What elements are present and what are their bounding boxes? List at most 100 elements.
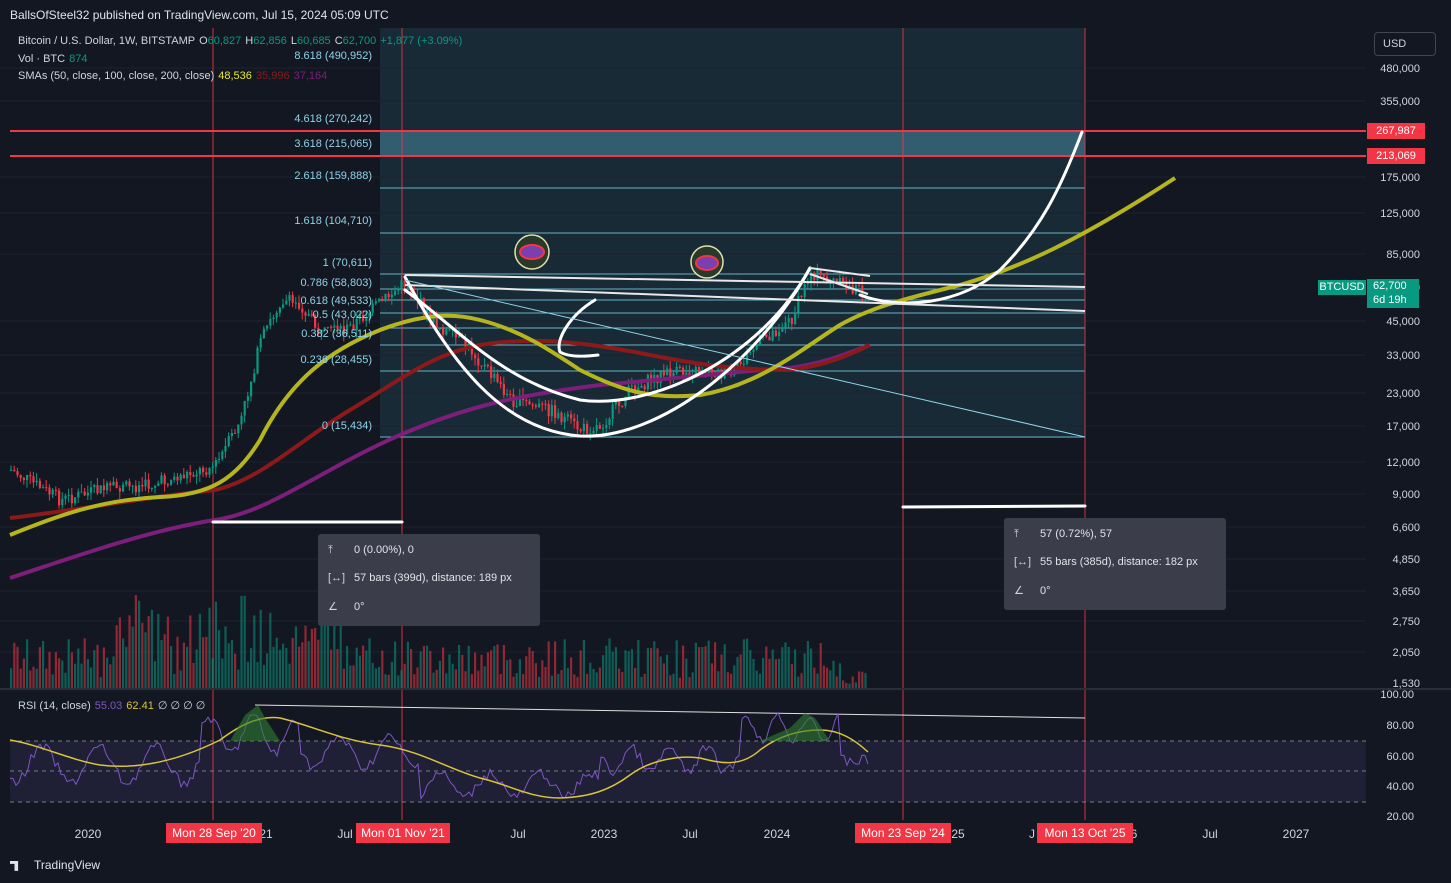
price-axis-label: 2,050	[1392, 647, 1420, 659]
low-value: 60,685	[297, 35, 331, 47]
volume-label: Vol · BTC	[18, 53, 66, 65]
low-label: L	[290, 35, 298, 47]
current-price: 62,700	[1373, 280, 1407, 292]
fib-level-label: 0.786 (58,803)	[300, 277, 372, 289]
legend-symbol-row[interactable]: Bitcoin / U.S. Dollar, 1W, BITSTAMP O60,8…	[18, 35, 466, 47]
fib-level-label: 0.5 (43,022)	[313, 309, 372, 321]
currency-button[interactable]: USD	[1374, 32, 1436, 56]
symbol-tag: BTCUSD	[1318, 280, 1366, 295]
tradingview-logo-text: TradingView	[34, 858, 101, 872]
tooltip-bars-range: 55 bars (385d), distance: 182 px	[1040, 556, 1198, 568]
circle-markers	[514, 234, 724, 279]
price-axis-label: 1,530	[1392, 678, 1420, 690]
price-axis-label: 355,000	[1380, 96, 1420, 108]
time-marker-3: Mon 23 Sep '24	[855, 823, 951, 843]
rsi-line	[9, 711, 869, 800]
fib-level-label: 8.618 (490,952)	[294, 50, 372, 62]
time-marker-4: Mon 13 Oct '25	[1037, 823, 1133, 843]
tooltip-angle: 0°	[1040, 585, 1051, 597]
published-info: BallsOfSteel32 published on TradingView.…	[10, 8, 389, 22]
trend-drawings[interactable]	[211, 130, 1087, 524]
price-axis-label: 3,650	[1392, 586, 1420, 598]
bars-range-icon: [↔]	[1014, 556, 1032, 568]
price-candles	[10, 263, 867, 510]
rsi-ma-line	[9, 716, 869, 799]
fib-level-label: 3.618 (215,065)	[294, 138, 372, 150]
fib-level-label: 4.618 (270,242)	[294, 113, 372, 125]
tooltip-bars-row: [↔] 57 bars (399d), distance: 189 px	[328, 572, 512, 584]
fib-level-label: 1.618 (104,710)	[294, 215, 372, 227]
time-axis-label: Jul	[510, 827, 525, 841]
time-axis[interactable]: 2020 21 Jul Jul 2023 Jul 2024 25 J 6 Jul 2027	[75, 827, 1310, 841]
price-axis-label: 23,000	[1386, 388, 1420, 400]
price-axis-label: 125,000	[1380, 208, 1420, 220]
tooltip-price-range-row: ⤒ 57 (0.72%), 57	[1014, 528, 1112, 541]
time-axis-label: Jul	[682, 827, 697, 841]
measure-tooltip-right[interactable]: ⤒ 57 (0.72%), 57 [↔] 55 bars (385d), dista…	[1004, 518, 1226, 610]
time-axis-label: 2024	[764, 827, 791, 841]
change-value: +1,877 (+3.09%)	[380, 35, 463, 47]
fib-level-label: 2.618 (159,888)	[294, 170, 372, 182]
sma200-value: 37,164	[293, 70, 328, 82]
sma-label: SMAs (50, close, 100, close, 200, close)	[18, 70, 215, 82]
price-axis-label: 85,000	[1386, 249, 1420, 261]
fib-level-label: 0.618 (49,533)	[300, 295, 372, 307]
time-marker-1: Mon 28 Sep '20	[166, 823, 262, 843]
tooltip-angle-row: ∠ 0°	[328, 600, 365, 613]
fib-labels: 8.618 (490,952) 4.618 (270,242) 3.618 (215…	[294, 50, 372, 432]
fib-level-label: 0.236 (28,455)	[300, 354, 372, 366]
open-value: 60,827	[207, 35, 242, 47]
price-axis-label: 9,000	[1392, 489, 1420, 501]
angle-icon: ∠	[1014, 585, 1024, 597]
price-axis-label: 45,000	[1386, 316, 1420, 328]
rsi-label: RSI (14, close)	[18, 700, 91, 712]
legend-volume-row[interactable]: Vol · BTC 874	[18, 53, 91, 65]
sma100-value: 35,996	[255, 70, 290, 82]
price-axis-label: 12,000	[1386, 457, 1420, 469]
close-label: C	[334, 35, 343, 47]
sma50-line	[9, 176, 1177, 537]
legend-rsi-row[interactable]: RSI (14, close) 55.03 62.41 ∅ ∅ ∅ ∅	[18, 699, 209, 712]
close-value: 62,700	[342, 35, 377, 47]
price-axis[interactable]: 480,000355,000175,000125,00085,00065,000…	[1380, 63, 1420, 690]
fib-target-zone	[380, 131, 1085, 157]
price-tag-upper: 267,987	[1367, 123, 1425, 139]
tooltip-angle-row: ∠ 0°	[1014, 584, 1051, 597]
legend-sma-row[interactable]: SMAs (50, close, 100, close, 200, close)…	[18, 70, 331, 82]
measure-tooltip-left[interactable]: ⤒ 0 (0.00%), 0 [↔] 57 bars (399d), distanc…	[318, 534, 540, 626]
price-axis-label: 6,600	[1392, 522, 1420, 534]
price-range-icon: ⤒	[1014, 528, 1019, 540]
trendlines[interactable]	[404, 267, 1086, 312]
sma50-value: 48,536	[218, 70, 252, 82]
rsi-axis-label: 20.00	[1386, 811, 1414, 823]
footer-bar	[0, 850, 1451, 883]
angle-icon: ∠	[328, 601, 338, 613]
symbol-name: Bitcoin / U.S. Dollar, 1W, BITSTAMP	[18, 35, 196, 47]
rsi-axis-label: 60.00	[1386, 751, 1414, 763]
price-axis-label: 4,850	[1392, 554, 1420, 566]
tradingview-logo[interactable]: TradingView	[10, 858, 100, 872]
fib-level-label: 0 (15,434)	[322, 420, 372, 432]
rsi-trendline[interactable]	[254, 704, 1086, 719]
time-axis-label: 2023	[591, 827, 618, 841]
open-label: O	[199, 35, 208, 47]
rsi-axis-label: 80.00	[1386, 720, 1414, 732]
top-bar: BallsOfSteel32 published on TradingView.…	[0, 0, 1451, 28]
tooltip-bars-row: [↔] 55 bars (385d), distance: 182 px	[1014, 556, 1198, 568]
volume-bars	[10, 595, 867, 688]
tooltip-bars-range: 57 bars (399d), distance: 189 px	[354, 572, 512, 584]
bar-countdown: 6d 19h	[1373, 294, 1407, 306]
time-axis-label: 2020	[75, 827, 102, 841]
price-axis-label: 2,750	[1392, 616, 1420, 628]
time-axis-label: J	[1029, 827, 1035, 841]
high-value: 62,856	[253, 35, 287, 47]
rsi-axis[interactable]: 100.00 80.00 60.00 40.00 20.00	[1380, 689, 1414, 823]
time-axis-label: Jul	[337, 827, 352, 841]
tooltip-price-range: 57 (0.72%), 57	[1040, 528, 1113, 540]
diagonal-line[interactable]	[404, 279, 1086, 438]
rsi-overbought-fill	[230, 705, 830, 741]
tooltip-angle: 0°	[354, 601, 365, 613]
price-tag-lower: 213,069	[1367, 148, 1425, 164]
price-axis-label: 17,000	[1386, 421, 1420, 433]
